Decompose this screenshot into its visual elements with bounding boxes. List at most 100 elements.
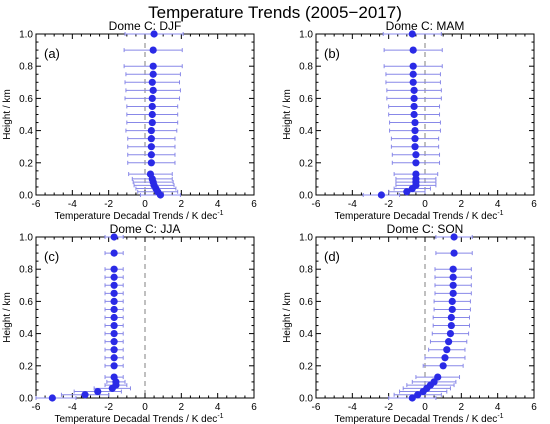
panel-c: Dome C: JJA -6 -4 -2 0 2 4 6 0.0 0.2 0.4 0.6 0.8 1.0 T… bbox=[2, 222, 257, 424]
data-point bbox=[411, 135, 419, 143]
data-point bbox=[408, 30, 416, 38]
data-point bbox=[449, 289, 457, 297]
data-point bbox=[146, 170, 155, 178]
data-point bbox=[448, 305, 456, 314]
data-point bbox=[81, 391, 89, 399]
y-tick-label: 0.0 bbox=[299, 191, 313, 202]
data-point bbox=[450, 249, 458, 257]
data-point bbox=[110, 281, 118, 289]
x-tick-label: 4 bbox=[215, 402, 221, 413]
data-point bbox=[411, 127, 419, 135]
x-tick-label: 6 bbox=[251, 402, 257, 413]
data-point bbox=[149, 46, 157, 54]
panel-label: (a) bbox=[44, 46, 60, 61]
x-axis-label: Temperature Decadal Trends / K dec-1 bbox=[334, 413, 503, 424]
y-tick-label: 0.8 bbox=[299, 265, 313, 276]
data-point bbox=[412, 151, 420, 159]
y-tick-label: 0.6 bbox=[19, 297, 33, 308]
x-tick-label: -6 bbox=[312, 199, 321, 210]
x-tick-label: 4 bbox=[495, 199, 501, 210]
x-tick-label: -6 bbox=[32, 402, 41, 413]
data-point bbox=[403, 188, 411, 196]
panel-title: Dome C: SON bbox=[387, 222, 464, 236]
data-point bbox=[412, 170, 420, 178]
y-tick-label: 0.4 bbox=[299, 126, 313, 137]
data-point bbox=[110, 297, 118, 305]
x-tick-label: -2 bbox=[384, 402, 393, 413]
panel-label: (b) bbox=[324, 46, 340, 61]
data-point bbox=[94, 387, 102, 396]
data-point bbox=[148, 102, 156, 111]
data-point bbox=[447, 313, 455, 322]
x-axis-label: Temperature Decadal Trends / K dec-1 bbox=[334, 210, 503, 222]
data-point bbox=[411, 143, 419, 151]
data-point bbox=[110, 233, 118, 241]
data-point bbox=[449, 265, 457, 273]
data-point bbox=[149, 62, 157, 70]
data-point bbox=[410, 94, 418, 102]
x-tick-label: 6 bbox=[531, 402, 537, 413]
x-tick-label: -6 bbox=[312, 402, 321, 413]
panel-label: (c) bbox=[44, 249, 59, 264]
y-tick-label: 0.4 bbox=[19, 126, 33, 137]
y-tick-label: 0.8 bbox=[19, 62, 33, 73]
data-point bbox=[409, 78, 417, 86]
y-tick-label: 1.0 bbox=[299, 233, 313, 244]
data-point bbox=[441, 354, 449, 362]
x-tick-label: 0 bbox=[142, 199, 148, 210]
data-point bbox=[48, 394, 56, 402]
data-point bbox=[409, 70, 417, 78]
x-tick-label: -6 bbox=[32, 199, 41, 210]
data-point bbox=[414, 391, 422, 399]
x-tick-label: 6 bbox=[531, 199, 537, 210]
y-axis-label: Height / km bbox=[282, 89, 293, 140]
data-point bbox=[150, 30, 158, 38]
data-point bbox=[412, 159, 420, 167]
panel-label: (d) bbox=[324, 249, 340, 264]
x-axis-label-superscript: -1 bbox=[217, 413, 223, 420]
data-point bbox=[411, 118, 419, 127]
x-tick-label: 2 bbox=[459, 199, 465, 210]
data-point bbox=[410, 110, 418, 119]
x-tick-label: 4 bbox=[495, 402, 501, 413]
x-axis-label-superscript: -1 bbox=[497, 210, 503, 217]
data-point bbox=[149, 86, 157, 94]
x-tick-label: -4 bbox=[348, 199, 357, 210]
data-point bbox=[110, 338, 118, 346]
data-point bbox=[147, 159, 155, 167]
x-tick-label: 4 bbox=[215, 199, 221, 210]
x-tick-label: 2 bbox=[179, 402, 185, 413]
data-point bbox=[410, 86, 418, 94]
panel-a: Dome C: DJF -6 -4 -2 0 2 4 6 0.0 0.2 0.4 0.6 0.8 1.0 T… bbox=[2, 19, 257, 222]
x-tick-label: 0 bbox=[422, 199, 428, 210]
y-tick-label: 0.4 bbox=[299, 329, 313, 340]
y-tick-label: 0.0 bbox=[19, 191, 33, 202]
y-axis-label: Height / km bbox=[282, 292, 293, 343]
data-point bbox=[110, 321, 118, 330]
y-tick-label: 0.6 bbox=[299, 94, 313, 105]
x-axis-label-superscript: -1 bbox=[217, 210, 223, 217]
figure-title: Temperature Trends (2005−2017) bbox=[148, 3, 402, 22]
x-tick-label: 0 bbox=[422, 402, 428, 413]
data-point bbox=[449, 281, 457, 289]
data-point bbox=[409, 62, 417, 70]
x-tick-label: -4 bbox=[68, 402, 77, 413]
y-tick-label: 1.0 bbox=[299, 30, 313, 41]
data-point bbox=[110, 289, 118, 297]
y-tick-label: 0.6 bbox=[19, 94, 33, 105]
y-tick-label: 1.0 bbox=[19, 233, 33, 244]
data-point bbox=[148, 94, 156, 102]
data-point bbox=[447, 321, 455, 330]
x-axis-label: Temperature Decadal Trends / K dec-1 bbox=[54, 413, 223, 424]
y-tick-label: 0.2 bbox=[299, 158, 313, 169]
data-point bbox=[110, 354, 118, 362]
data-point bbox=[446, 330, 455, 338]
data-point bbox=[450, 233, 458, 241]
x-tick-label: -2 bbox=[104, 199, 113, 210]
y-tick-label: 0.2 bbox=[19, 361, 33, 372]
y-tick-label: 1.0 bbox=[19, 30, 33, 41]
y-axis-label: Height / km bbox=[2, 89, 13, 140]
y-tick-label: 0.2 bbox=[19, 158, 33, 169]
y-tick-label: 0.6 bbox=[299, 297, 313, 308]
y-tick-label: 0.0 bbox=[299, 394, 313, 405]
